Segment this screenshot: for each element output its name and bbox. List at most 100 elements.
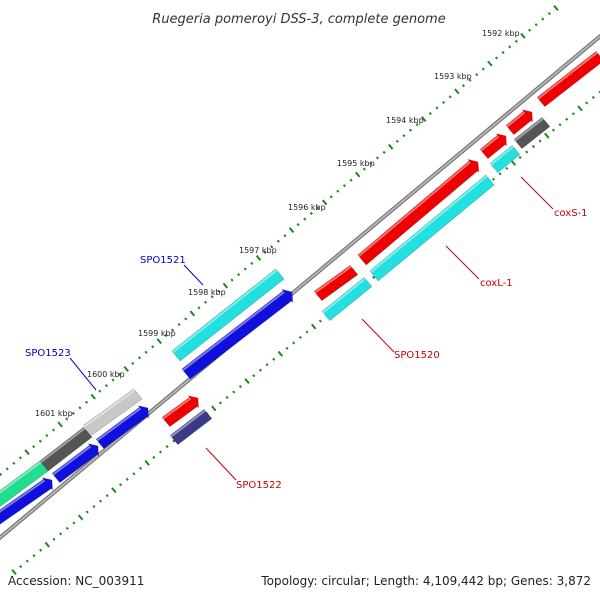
ruler-tick (40, 440, 42, 442)
ruler-tick (278, 240, 280, 242)
ruler-tick (53, 538, 55, 540)
ruler-tick (488, 61, 492, 66)
ruler-tick (529, 29, 531, 31)
ruler-tick (58, 422, 62, 427)
ruler-tick (519, 157, 521, 159)
ruler-tick (166, 446, 168, 448)
ruler-tick (312, 324, 316, 329)
ruler-tick (509, 46, 511, 48)
ruler-tick (106, 385, 108, 387)
ruler-tick (79, 515, 83, 520)
ruler-tick (13, 462, 15, 464)
ruler-tick (290, 228, 294, 233)
kbp-label-1594: 1594 kbp (386, 116, 424, 125)
ruler-tick (153, 457, 155, 459)
ruler-tick (553, 129, 555, 131)
ruler-tick (306, 331, 308, 333)
ruler-tick (320, 320, 322, 322)
ruler-tick (185, 318, 187, 320)
ruler-tick (25, 450, 29, 455)
ruler-tick (410, 129, 412, 131)
ruler-tick (126, 478, 128, 480)
ruler-tick (260, 369, 262, 371)
ruler-tick (403, 135, 405, 137)
ruler-tick (373, 277, 375, 279)
ruler-tick (273, 358, 275, 360)
ruler-tick (493, 178, 495, 180)
ruler-tick (586, 102, 588, 104)
ruler-tick (363, 168, 365, 170)
ruler-tick (20, 566, 22, 568)
ruler-tick (244, 268, 246, 270)
ruler-tick (231, 279, 233, 281)
ruler-tick (160, 451, 162, 453)
ruler-tick (120, 484, 122, 486)
ruler-tick (566, 118, 568, 120)
ruler-tick (33, 555, 35, 557)
gene-label-SPO1523[interactable]: SPO1523 (25, 348, 71, 359)
ruler-tick (311, 213, 313, 215)
ruler-tick (257, 256, 261, 261)
ruler-tick (344, 185, 346, 187)
ruler-tick (190, 311, 194, 316)
ruler-tick (389, 145, 393, 150)
kbp-label-1597: 1597 kbp (239, 246, 277, 255)
ruler-ticks-lower (12, 91, 600, 574)
genome-summary-text: Topology: circular; Length: 4,109,442 bp… (261, 574, 591, 588)
ruler-tick (86, 401, 88, 403)
ruler-tick (383, 151, 385, 153)
ruler-tick (573, 113, 575, 115)
ruler-tick (297, 224, 299, 226)
ruler-tick (251, 263, 253, 265)
ruler-tick (521, 33, 525, 38)
ruler-tick (278, 352, 282, 357)
ruler-tick (67, 527, 69, 529)
ruler-ticks-upper (0, 6, 558, 483)
ruler-tick (73, 522, 75, 524)
gene-label-SPO1521[interactable]: SPO1521 (140, 255, 186, 266)
ruler-tick (337, 190, 339, 192)
kbp-label-1600: 1600 kbp (87, 370, 125, 379)
ruler-tick (266, 364, 268, 366)
ruler-tick (112, 379, 114, 381)
ruler-tick (53, 429, 55, 431)
ruler-tick (27, 560, 29, 562)
ruler-tick (100, 500, 102, 502)
ruler-tick (6, 468, 8, 470)
ruler-tick (545, 133, 549, 138)
ruler-tick (430, 113, 432, 115)
gene-label-SPO1520[interactable]: SPO1520 (394, 350, 440, 361)
ruler-tick (20, 457, 22, 459)
ruler-tick (152, 346, 154, 348)
ruler-tick (124, 367, 128, 372)
ruler-tick (133, 473, 135, 475)
ruler-tick (559, 124, 561, 126)
ruler-tick (157, 339, 161, 344)
ruler-tick (542, 18, 544, 20)
ruler-tick (397, 140, 399, 142)
kbp-label-1598: 1598 kbp (188, 288, 226, 297)
ruler-tick (549, 13, 551, 15)
accession-text: Accession: NC_003911 (8, 574, 144, 588)
ruler-tick (212, 406, 216, 411)
ruler-tick (593, 97, 595, 99)
gene-label-SPO1522[interactable]: SPO1522 (236, 480, 282, 491)
ruler-tick (60, 533, 62, 535)
kbp-label-1593: 1593 kbp (434, 72, 472, 81)
genome-map: 1592 kbp 1593 kbp 1594 kbp 1595 kbp 1596… (0, 0, 600, 600)
ruler-tick (502, 52, 504, 54)
ruler-tick (377, 157, 379, 159)
ruler-tick (476, 74, 478, 76)
gene-label-coxL-1[interactable]: coxL-1 (480, 278, 513, 289)
ruler-tick (455, 89, 459, 94)
ruler-tick (533, 146, 535, 148)
gene-label-coxS-1[interactable]: coxS-1 (554, 208, 588, 219)
ruler-tick (145, 351, 147, 353)
ruler-tick (79, 407, 81, 409)
ruler-tick (443, 101, 445, 103)
gene-feature[interactable] (370, 175, 494, 281)
ruler-tick (506, 167, 508, 169)
ruler-tick (205, 301, 207, 303)
ruler-tick (496, 57, 498, 59)
ruler-tick (33, 446, 35, 448)
